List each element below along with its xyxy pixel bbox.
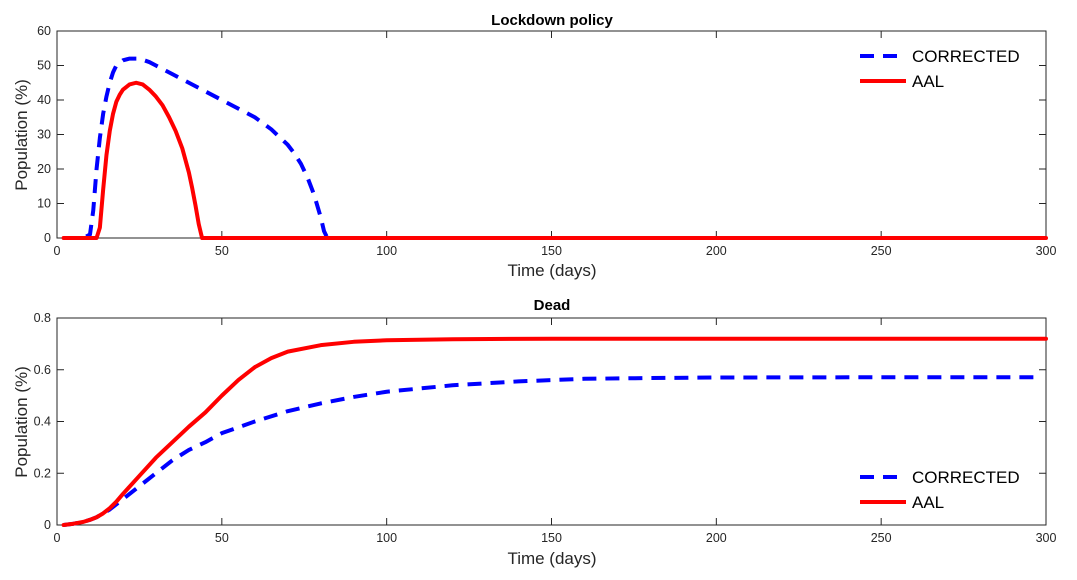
series-lines [61,336,1048,527]
x-tick-label: 250 [871,531,892,545]
y-tick-label: 0 [44,231,51,245]
y-tick-label: 10 [37,197,51,211]
x-tick-label: 300 [1036,531,1057,545]
legend-label: AAL [912,493,944,512]
x-tick-label: 150 [541,244,562,258]
x-tick-label: 100 [376,244,397,258]
y-tick-label: 30 [37,128,51,142]
dead-panel: Dead 0 50 100 150 200 250 300 0 0.2 0.4 0.6 0.8 Tim… [12,297,1056,568]
y-axis-label: Population (%) [12,366,31,478]
y-tick-label: 0 [44,518,51,532]
legend: CORRECTED AAL [860,47,1020,91]
axis-ticks: 0 50 100 150 200 250 300 0 0.2 0.4 0.6 0.8 [34,311,1057,545]
x-tick-label: 300 [1036,244,1057,258]
series-line-aal [61,80,1048,240]
y-tick-label: 0.2 [34,466,51,480]
x-tick-label: 200 [706,244,727,258]
plot-frame [56,30,1047,239]
y-tick-label: 0.8 [34,311,51,325]
plot-frame [56,317,1047,526]
series-lines [61,56,1048,240]
x-axis-label: Time (days) [507,261,596,280]
series-line-corrected [63,56,1046,240]
y-tick-label: 60 [37,24,51,38]
y-tick-label: 40 [37,93,51,107]
legend-label: AAL [912,72,944,91]
x-tick-label: 250 [871,244,892,258]
y-tick-label: 50 [37,59,51,73]
legend-label: CORRECTED [912,47,1020,66]
series-line-aal [61,336,1048,527]
x-tick-label: 150 [541,531,562,545]
x-tick-label: 50 [215,531,229,545]
x-tick-label: 0 [54,531,61,545]
x-tick-label: 100 [376,531,397,545]
x-tick-label: 200 [706,531,727,545]
y-tick-label: 0.6 [34,363,51,377]
axis-ticks: 0 50 100 150 200 250 300 0 10 20 30 40 50 60 [37,24,1056,258]
y-axis-label: Population (%) [12,79,31,191]
legend-label: CORRECTED [912,468,1020,487]
x-tick-label: 50 [215,244,229,258]
y-tick-label: 0.4 [34,415,51,429]
chart-title: Dead [534,297,571,314]
x-axis-label: Time (days) [507,549,596,568]
chart-title: Lockdown policy [491,12,613,29]
legend: CORRECTED AAL [860,468,1020,512]
y-tick-label: 20 [37,162,51,176]
lockdown-policy-panel: Lockdown policy 0 50 100 150 200 250 300 0 10 20 3… [12,12,1056,280]
x-tick-label: 0 [54,244,61,258]
